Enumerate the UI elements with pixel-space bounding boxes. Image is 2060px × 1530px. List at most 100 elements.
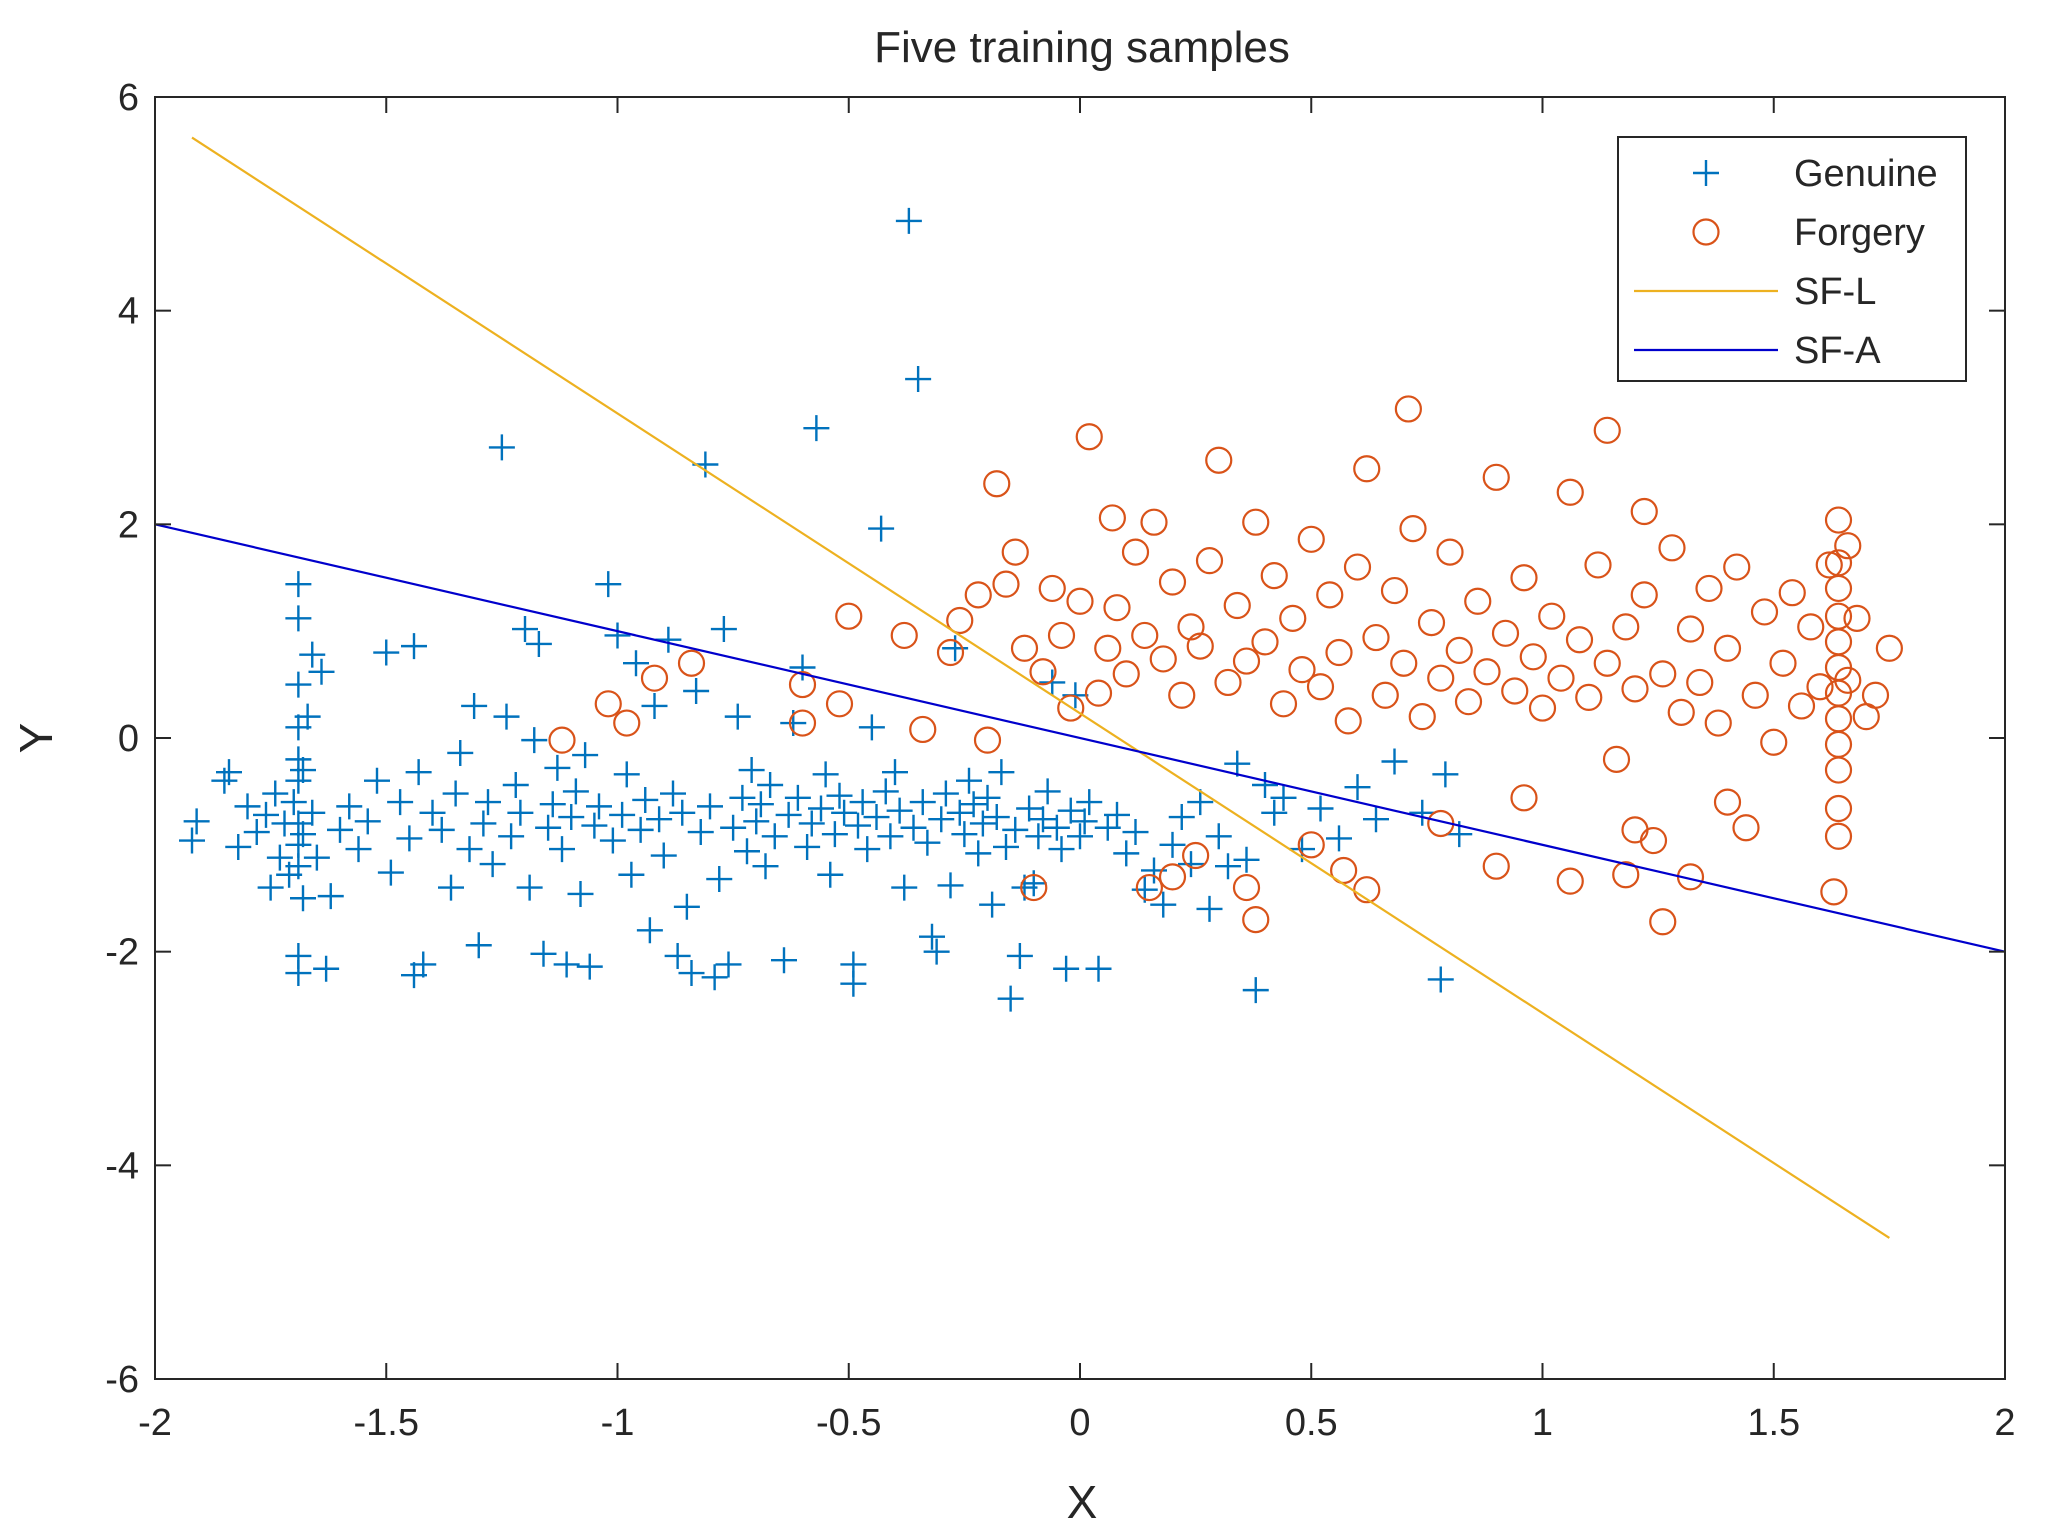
forgery-point [1464,587,1492,615]
y-tick-label: -2 [105,932,139,974]
genuine-point [405,759,432,786]
genuine-point [673,893,700,920]
genuine-point [410,951,437,978]
forgery-point [1362,623,1390,652]
genuine-point [1409,799,1436,826]
genuine-point [442,780,469,807]
x-tick-label: -1 [601,1402,635,1444]
forgery-point [640,664,669,692]
series-line-sf-l [191,136,1890,1239]
forgery-point [1353,876,1381,904]
genuine-point [789,654,816,681]
legend-label-forgery: Forgery [1794,212,1925,254]
genuine-point [502,772,529,799]
genuine-point [183,808,210,835]
genuine-point [299,799,326,826]
forgery-point [1760,728,1788,756]
genuine-point [650,842,677,869]
forgery-point [1713,788,1742,816]
genuine-point [549,836,575,863]
forgery-point [1038,574,1066,603]
forgery-point [1824,794,1853,823]
genuine-point [1085,955,1112,982]
forgery-point [1875,634,1903,662]
forgery-point [1556,867,1584,895]
forgery-point [1297,831,1325,859]
forgery-point [1242,906,1270,934]
genuine-point [525,630,552,657]
forgery-point [1001,538,1029,566]
genuine-point [609,801,636,828]
genuine-point [660,780,686,807]
genuine-point [687,819,714,846]
genuine-point [280,789,307,816]
x-tick-label: -0.5 [816,1402,881,1444]
genuine-point [840,970,867,997]
genuine-point [821,821,848,848]
genuine-point [812,761,839,788]
genuine-point [465,932,492,959]
genuine-point [1178,851,1204,878]
legend-swatch-forgery [1692,218,1720,246]
forgery-point [909,715,937,744]
genuine-point [553,951,580,978]
genuine-point [942,635,969,662]
legend-label-sf-l: SF-L [1794,271,1876,313]
genuine-point [253,801,279,828]
y-axis-label: Y [10,723,62,754]
forgery-point [1824,822,1853,850]
genuine-point [706,866,733,893]
forgery-point [1482,463,1510,491]
genuine-point [891,874,918,901]
forgery-point [1575,683,1603,712]
legend-label-genuine: Genuine [1794,153,1938,195]
forgery-point [1686,668,1714,697]
genuine-point [262,780,289,807]
genuine-point [641,692,668,719]
genuine-point [461,692,488,719]
genuine-point [456,836,483,863]
genuine-point [969,810,996,837]
genuine-point [479,851,506,878]
forgery-point [1436,538,1464,566]
forgery-point [1279,604,1307,632]
genuine-point [794,833,821,860]
genuine-point [988,759,1015,786]
genuine-point [900,814,927,841]
genuine-point [364,767,390,794]
forgery-point [835,602,863,630]
forgery-point [1195,547,1224,575]
series-forgery [548,395,1903,936]
forgery-point [1658,534,1686,562]
genuine-point [586,793,612,820]
forgery-point [548,726,576,754]
x-tick-label: -2 [138,1402,172,1444]
forgery-point [1047,621,1076,650]
genuine-point [905,366,932,393]
forgery-point [1260,562,1288,590]
genuine-point [1043,814,1070,841]
genuine-point [488,434,515,461]
forgery-point [1380,576,1409,605]
genuine-point [516,874,543,901]
forgery-point [1806,673,1834,701]
genuine-point [872,778,899,805]
x-tick-label: 0 [1069,1402,1090,1444]
genuine-point [974,784,1001,811]
genuine-point [845,812,871,839]
forgery-point [1269,690,1298,718]
genuine-point [285,671,312,698]
genuine-point [1113,840,1140,867]
genuine-point [877,823,904,850]
genuine-point [854,836,881,863]
genuine-point [1104,801,1130,828]
genuine-point [1427,966,1454,993]
forgery-point [825,690,854,718]
genuine-point [1326,825,1352,852]
forgery-point [1630,581,1658,609]
genuine-point [1071,808,1098,835]
forgery-point [1325,638,1353,667]
genuine-point [290,821,316,848]
series-genuine [179,207,1473,1012]
genuine-point [1252,772,1278,799]
